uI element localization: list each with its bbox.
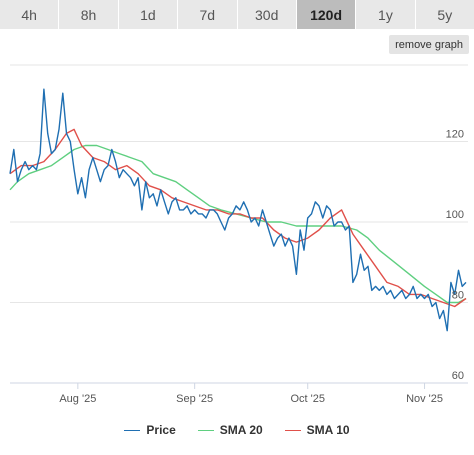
tab-7d[interactable]: 7d (178, 0, 238, 29)
chart-legend: Price SMA 20 SMA 10 (0, 420, 474, 440)
x-tick-label: Oct '25 (290, 393, 325, 405)
y-tick-label: 80 (452, 289, 464, 301)
chart-series (9, 88, 467, 332)
tab-8h[interactable]: 8h (59, 0, 119, 29)
y-tick-label: 60 (452, 370, 464, 382)
x-tick-label: Aug '25 (59, 393, 96, 405)
legend-item-price[interactable]: Price (124, 423, 176, 437)
series-line-price (9, 88, 467, 332)
y-axis: 60 80 100 120 (446, 128, 464, 382)
remove-graph-button[interactable]: remove graph (389, 35, 469, 54)
legend-label-price: Price (146, 423, 176, 437)
legend-swatch-sma20 (197, 429, 214, 431)
tab-1y[interactable]: 1y (356, 0, 416, 29)
legend-label-sma10: SMA 10 (306, 423, 350, 437)
legend-item-sma10[interactable]: SMA 10 (284, 423, 350, 437)
tab-5y[interactable]: 5y (415, 0, 474, 29)
series-line-sma10 (9, 128, 467, 308)
price-chart: Aug '25 Sep '25 Oct '25 Nov '25 60 80 100 120 (9, 64, 468, 405)
x-tick-label: Nov '25 (406, 393, 443, 405)
chart-grid (10, 64, 468, 384)
y-tick-label: 100 (446, 209, 464, 221)
legend-label-sma20: SMA 20 (219, 423, 263, 437)
tab-1d[interactable]: 1d (118, 0, 179, 29)
legend-swatch-sma10 (284, 429, 301, 431)
tab-4h[interactable]: 4h (0, 0, 60, 29)
time-range-tabs: 4h 8h 1d 7d 30d 120d 1y 5y (0, 0, 474, 29)
legend-item-sma20[interactable]: SMA 20 (197, 423, 263, 437)
tab-120d[interactable]: 120d (296, 0, 357, 29)
x-axis: Aug '25 Sep '25 Oct '25 Nov '25 (10, 382, 468, 405)
y-tick-label: 120 (446, 128, 464, 140)
series-line-sma20 (9, 144, 467, 304)
x-tick-label: Sep '25 (176, 393, 213, 405)
legend-swatch-price (124, 429, 141, 431)
tab-30d[interactable]: 30d (237, 0, 297, 29)
